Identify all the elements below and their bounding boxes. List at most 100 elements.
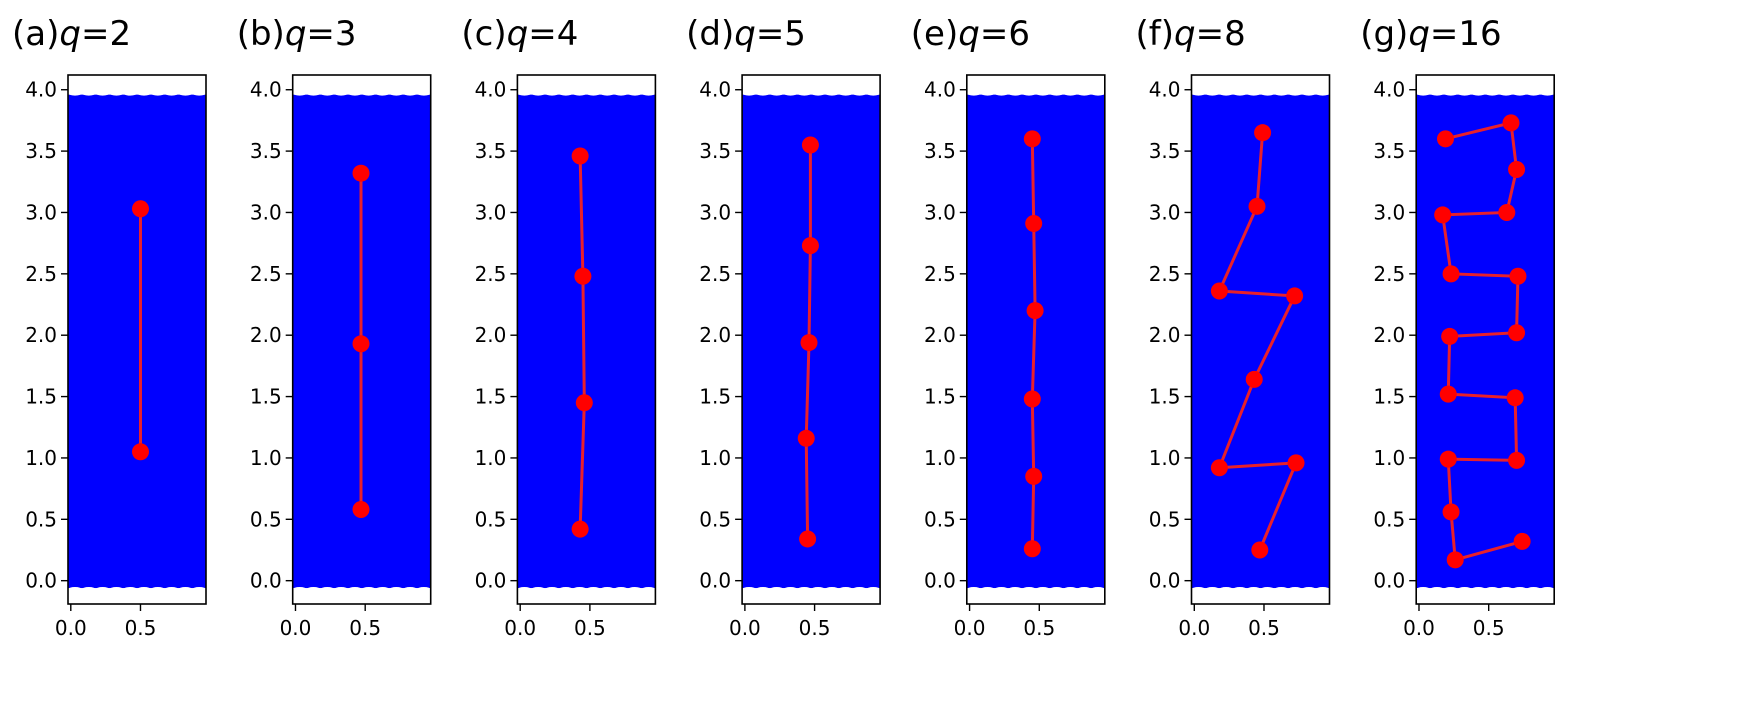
y-tick-label: 1.0 (1373, 446, 1405, 470)
wave-crest (980, 587, 995, 593)
subplot-a: (a)q=2 0.0 0.5 1.0 1.5 2.0 2.5 3.0 3.5 4.0 0.0 0.5 (12, 14, 207, 640)
data-point (1513, 532, 1531, 550)
wave-crest (375, 587, 390, 593)
wave-crest (1274, 90, 1289, 96)
wave-crest (994, 90, 1009, 96)
data-point (1023, 130, 1041, 148)
y-tick-label: 2.5 (25, 262, 57, 286)
wave-crest (517, 90, 532, 96)
data-point (1286, 287, 1304, 305)
y-tick-label: 0.5 (924, 507, 956, 531)
wave-crest (361, 587, 376, 593)
wave-crest (389, 587, 404, 593)
y-tick-label: 4.0 (1373, 78, 1405, 102)
wave-crest (416, 587, 431, 593)
y-tick-label: 0.5 (1373, 507, 1405, 531)
wave-crest (109, 90, 124, 96)
wave-crest (769, 587, 784, 593)
y-tick-label: 3.0 (924, 200, 956, 224)
subplot-f: (f)q=8 0.0 0.5 1.0 1.5 2.0 2.5 3.0 3.5 4.0 0.0 0.5 (1136, 14, 1331, 640)
data-point (801, 136, 819, 154)
wave-crest (1471, 90, 1486, 96)
subplot-g: (g)q=16 0.0 0.5 1.0 1.5 2.0 2.5 3.0 3.5 4.0 0.0 0.5 (1360, 14, 1555, 640)
data-point (1025, 467, 1043, 485)
wave-crest (755, 90, 770, 96)
wave-crest (1301, 90, 1316, 96)
x-tick-label: 0.0 (280, 616, 312, 640)
axes-frame (516, 74, 657, 605)
wave-crest (68, 587, 82, 593)
x-tick-label: 0.5 (349, 616, 381, 640)
water-fill (517, 94, 656, 589)
wave-crest (1260, 90, 1275, 96)
wave-crest (1232, 587, 1247, 593)
y-tick-label: 3.0 (25, 200, 57, 224)
data-point (799, 530, 817, 548)
wave-crest (150, 90, 165, 96)
wave-crest (164, 90, 179, 96)
wave-crest (403, 90, 418, 96)
x-tick-label: 0.5 (1473, 616, 1505, 640)
wave-crest (416, 90, 431, 96)
wave-crest (123, 90, 138, 96)
subplot-d: (d)q=5 0.0 0.5 1.0 1.5 2.0 2.5 3.0 3.5 4.0 0.0 0.5 (686, 14, 881, 640)
x-tick-label: 0.5 (799, 616, 831, 640)
water-fill (966, 94, 1105, 589)
data-point (1287, 454, 1305, 472)
wave-crest (1485, 90, 1500, 96)
wave-crest (572, 587, 587, 593)
subplot-title: (g)q=16 (1360, 14, 1501, 54)
wave-crest (641, 587, 656, 593)
y-tick-label: 3.5 (1373, 139, 1405, 163)
wave-crest (1035, 90, 1050, 96)
wave-crest (966, 90, 981, 96)
y-tick-label: 4.0 (475, 78, 507, 102)
wave-crest (1315, 587, 1330, 593)
wave-crest (980, 90, 995, 96)
y-tick-label: 3.0 (1373, 200, 1405, 224)
wave-crest (95, 587, 110, 593)
y-tick-label: 2.5 (699, 262, 731, 286)
y-tick-label: 0.0 (924, 569, 956, 593)
wave-crest (150, 587, 165, 593)
wave-crest (627, 90, 642, 96)
wave-crest (783, 587, 798, 593)
data-point (571, 520, 589, 538)
data-point (797, 429, 815, 447)
data-point (1439, 385, 1457, 403)
wave-crest (1416, 587, 1431, 593)
y-tick-label: 2.0 (699, 323, 731, 347)
data-point (1506, 389, 1524, 407)
x-tick-label: 0.0 (504, 616, 536, 640)
wave-crest (1499, 587, 1513, 593)
data-point (1436, 130, 1454, 148)
y-tick-label: 1.0 (1149, 446, 1181, 470)
data-point (1025, 215, 1043, 233)
subplot-e: (e)q=6 0.0 0.5 1.0 1.5 2.0 2.5 3.0 3.5 4.0 0.0 0.5 (911, 14, 1106, 640)
data-point (800, 334, 818, 352)
y-tick-label: 2.5 (1373, 262, 1405, 286)
data-point (1442, 265, 1460, 283)
y-tick-label: 3.0 (475, 200, 507, 224)
y-tick-label: 1.5 (699, 385, 731, 409)
y-tick-label: 3.5 (475, 139, 507, 163)
wave-crest (1512, 90, 1527, 96)
data-point (1502, 114, 1520, 132)
y-tick-label: 1.5 (25, 385, 57, 409)
y-tick-label: 3.0 (1149, 200, 1181, 224)
wave-crest (600, 587, 615, 593)
y-tick-label: 2.0 (250, 323, 282, 347)
y-tick-label: 4.0 (250, 78, 282, 102)
x-tick-label: 0.0 (1403, 616, 1435, 640)
wave-crest (866, 90, 881, 96)
data-point (574, 267, 592, 285)
data-point (1245, 370, 1263, 388)
wave-crest (403, 587, 418, 593)
wave-crest (545, 90, 559, 96)
y-tick-label: 0.5 (699, 507, 731, 531)
subplot-b: (b)q=3 0.0 0.5 1.0 1.5 2.0 2.5 3.0 3.5 4.0 0.0 0.5 (237, 14, 432, 640)
wave-crest (824, 587, 839, 593)
wave-crest (109, 587, 124, 593)
wave-crest (769, 90, 784, 96)
wave-crest (1008, 587, 1023, 593)
